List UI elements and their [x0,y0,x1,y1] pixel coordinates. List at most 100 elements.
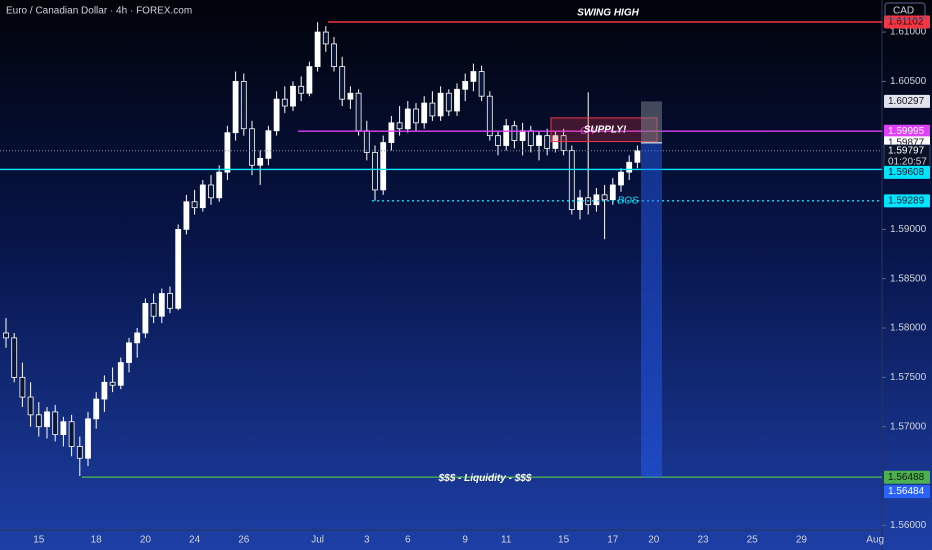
currency: CAD [893,6,914,17]
choch-tag: 1.59995 [888,126,925,137]
candle-body [380,142,387,191]
stop-tag: 1.60297 [888,96,925,107]
candle-body [199,184,206,209]
candle-body [445,92,452,112]
liquidity-tag-box [884,470,930,484]
candle-body [511,125,518,141]
bos-tag: 1.59289 [888,196,925,207]
candle-body [216,171,223,199]
candle-body [298,85,305,94]
candle-body [44,411,50,428]
x-tick-label: 9 [462,535,468,546]
y-tick-label: 1.60500 [890,76,927,87]
swing-high-tag: 1.61102 [888,17,924,28]
candle-body [478,71,485,97]
candle-body [76,446,83,459]
candle-body [52,411,59,435]
candle-body [626,161,633,173]
candle-body [257,157,264,166]
y-tick-label: 1.57000 [890,421,927,432]
candle-body [85,418,91,459]
x-tick-label: 15 [33,535,45,546]
x-tick-label: 26 [238,535,250,546]
candle-body [634,150,641,163]
last-price-tag: 1.59797 [888,145,925,156]
stop-tag-box [884,94,930,108]
candle-body [363,130,370,153]
candle-body [601,194,608,201]
candle-body [577,197,583,211]
support-tag: 1.59608 [888,167,925,178]
candle-body [101,381,108,400]
currency-box [884,2,926,20]
chart-title: Euro / Canadian Dollar · 4h · FOREX.com [6,6,192,17]
swing-high-label: SWING HIGH [577,8,639,19]
candle-body [134,332,141,344]
candle-body [265,130,272,159]
target-tag-box [884,485,930,499]
candle-body [273,98,280,132]
candle-body [175,228,182,309]
candle-body [527,130,534,146]
candle-body [290,85,296,107]
candle-body [568,150,575,211]
candle-body [224,132,231,173]
candle-body [388,122,395,143]
x-tick-label: 23 [697,535,709,546]
candle-body [109,381,116,386]
candle-body [150,302,157,317]
candle-body [519,130,526,141]
candle-body [322,31,329,45]
y-tick-label: 1.61000 [890,27,927,38]
candle-body [232,80,239,134]
bos-tag-box [884,194,930,208]
candle-body [462,80,469,90]
support-tag-box [884,165,930,179]
candle-body [306,66,313,94]
supply-label: SUPPLY! [584,124,627,135]
liquidity-tag: 1.56488 [888,472,925,483]
candle-body [208,184,214,199]
x-tick-label: 24 [189,535,201,546]
choch-tag-box [884,124,930,138]
candle-body [396,122,403,130]
candle-body [339,66,346,100]
candle-body [429,102,436,117]
target-tag: 1.56484 [888,486,925,497]
candle-body [560,135,567,151]
x-tick-label: Aug [866,535,884,546]
candle-body [60,421,67,435]
entry-tag: 1.59877 [888,137,925,148]
candle-body [404,108,411,130]
candle-body [27,396,34,416]
candle-body [618,171,624,186]
candle-body [355,92,362,132]
x-tick-label: 18 [91,535,103,546]
candle-body [437,92,444,117]
y-tick-label: 1.56000 [890,520,927,531]
x-tick-label: 17 [607,535,619,546]
candle-body [93,398,100,420]
y-tick-label: 1.57500 [890,372,927,383]
candle-body [281,98,288,107]
x-tick-label: 25 [747,535,759,546]
bos-label: BOS [617,196,638,207]
candle-body [593,194,600,206]
x-tick-label: 6 [405,535,411,546]
candle-body [68,421,75,447]
y-tick-label: 1.59000 [890,224,927,235]
x-tick-label: 29 [796,535,808,546]
x-tick-label: 11 [501,535,512,546]
candle-body [372,152,378,191]
candle-body [495,135,501,146]
candle-body [19,376,26,398]
candle-body [544,135,551,149]
choch-label: CH [580,126,595,137]
candle-body [183,201,190,230]
candle-body [240,80,247,130]
x-tick-label: 15 [558,535,570,546]
candle-body [454,88,460,112]
x-tick-label: 20 [648,535,660,546]
